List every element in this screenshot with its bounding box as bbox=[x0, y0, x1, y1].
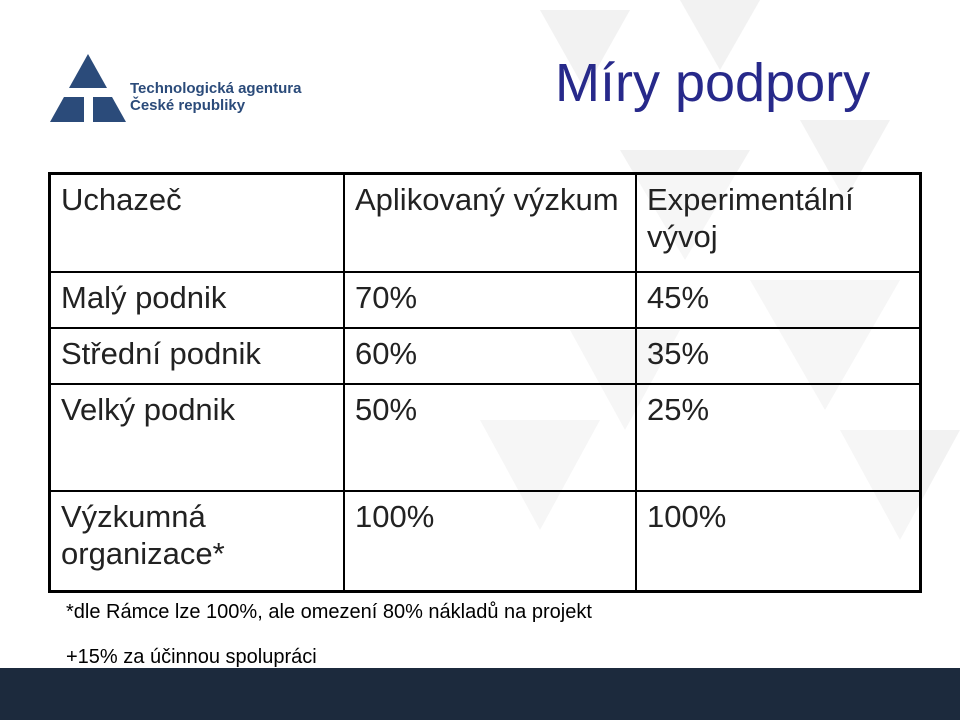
row-label: Velký podnik bbox=[49, 384, 345, 492]
header-applied-research: Aplikovaný výzkum bbox=[344, 173, 637, 273]
header-applicant: Uchazeč bbox=[49, 173, 345, 273]
experimental-development-value: 25% bbox=[636, 384, 921, 492]
footnote-cooperation-bonus: +15% za účinnou spolupráci bbox=[66, 646, 317, 668]
table-header-row: Uchazeč Aplikovaný výzkum Experimentální… bbox=[49, 173, 921, 273]
applied-research-value: 100% bbox=[344, 491, 637, 592]
footnote-cost-limit: *dle Rámce lze 100%, ale omezení 80% nák… bbox=[66, 601, 592, 623]
experimental-development-value: 35% bbox=[636, 328, 921, 385]
header-experimental-development: Experimentální vývoj bbox=[636, 173, 921, 273]
slide-title: Míry podpory bbox=[555, 53, 871, 113]
applied-research-value: 70% bbox=[344, 272, 637, 329]
logo-triangle-icon bbox=[50, 54, 126, 122]
logo-text-line1: Technologická agentura bbox=[130, 80, 302, 97]
table-row: Střední podnik 60% 35% bbox=[49, 328, 921, 385]
support-rates-table: Uchazeč Aplikovaný výzkum Experimentální… bbox=[48, 172, 922, 593]
applied-research-value: 60% bbox=[344, 328, 637, 385]
table-row: Výzkumná organizace* 100% 100% bbox=[49, 491, 921, 592]
table-row: Velký podnik 50% 25% bbox=[49, 384, 921, 492]
table-row: Malý podnik 70% 45% bbox=[49, 272, 921, 329]
footer-bar bbox=[0, 668, 960, 720]
logo-text-line2: České republiky bbox=[130, 97, 246, 114]
logo: Technologická agentura České republiky bbox=[48, 52, 308, 124]
experimental-development-value: 45% bbox=[636, 272, 921, 329]
row-label: Střední podnik bbox=[49, 328, 345, 385]
applied-research-value: 50% bbox=[344, 384, 637, 492]
row-label: Výzkumná organizace* bbox=[49, 491, 345, 592]
row-label: Malý podnik bbox=[49, 272, 345, 329]
experimental-development-value: 100% bbox=[647, 499, 727, 534]
